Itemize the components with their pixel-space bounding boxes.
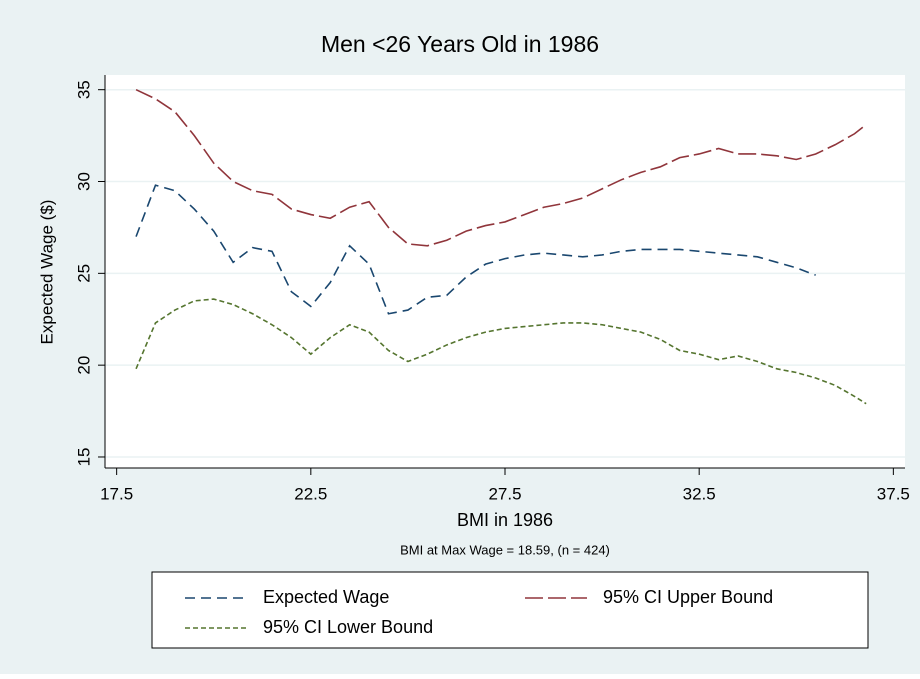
y-tick-label: 15 — [74, 448, 93, 467]
note: BMI at Max Wage = 18.59, (n = 424) — [400, 542, 610, 557]
legend-label: 95% CI Upper Bound — [603, 587, 773, 607]
x-tick-label: 27.5 — [488, 484, 521, 503]
series-line — [135, 88, 867, 247]
series-line — [135, 298, 867, 405]
legend-box — [151, 571, 869, 649]
x-tick-label: 32.5 — [683, 484, 716, 503]
x-axis-label: BMI in 1986 — [457, 510, 553, 530]
chart-title: Men <26 Years Old in 1986 — [321, 31, 599, 57]
legend-label: 95% CI Lower Bound — [263, 617, 433, 637]
y-tick-label: 20 — [74, 356, 93, 375]
y-tick-label: 30 — [74, 172, 93, 191]
y-axis-label: Expected Wage ($) — [37, 200, 56, 345]
x-tick-label: 17.5 — [100, 484, 133, 503]
x-tick-label: 22.5 — [294, 484, 327, 503]
series-line — [135, 184, 816, 315]
x-tick-label: 37.5 — [877, 484, 910, 503]
legend-label: Expected Wage — [263, 587, 389, 607]
y-tick-label: 35 — [74, 80, 93, 99]
plot-area — [105, 75, 905, 468]
y-tick-label: 25 — [74, 264, 93, 283]
